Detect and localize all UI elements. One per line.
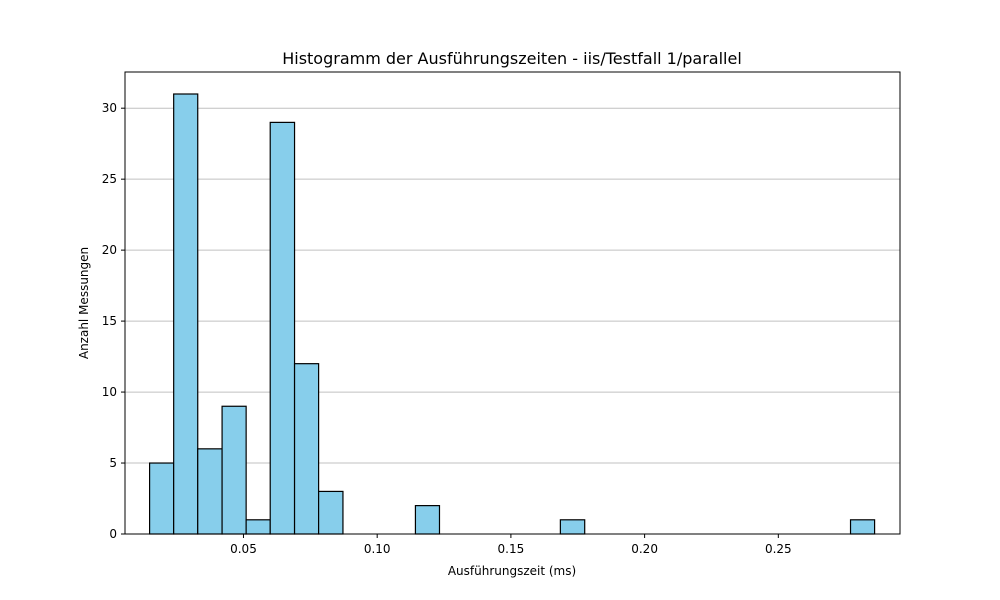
y-tick-label: 5 — [109, 456, 117, 470]
x-axis-label: Ausführungszeit (ms) — [448, 564, 576, 578]
x-axis-ticks: 0.05 0.10 0.15 0.20 0.25 — [230, 534, 792, 556]
y-tick-label: 20 — [102, 243, 117, 257]
x-tick-label: 0.05 — [230, 542, 257, 556]
y-axis-label: Anzahl Messungen — [77, 247, 91, 359]
chart-title: Histogramm der Ausführungszeiten - iis/T… — [282, 49, 742, 68]
y-tick-label: 0 — [109, 527, 117, 541]
histogram-bar — [559, 519, 586, 535]
histogram-bar — [849, 519, 876, 535]
histogram-bar — [269, 121, 296, 535]
histogram-bar — [414, 505, 441, 535]
histogram-bar — [221, 405, 247, 535]
x-tick-label: 0.15 — [498, 542, 525, 556]
y-axis-ticks: 0 5 10 15 20 25 30 — [102, 101, 125, 541]
plot-frame — [124, 71, 901, 535]
histogram-bar — [318, 490, 344, 535]
y-tick-label: 15 — [102, 314, 117, 328]
histogram-bar — [245, 519, 271, 535]
histogram-bar — [173, 93, 199, 535]
histogram-bar — [293, 363, 320, 535]
y-tick-label: 30 — [102, 101, 117, 115]
histogram-bar — [149, 462, 175, 535]
x-tick-label: 0.10 — [364, 542, 391, 556]
histogram-bar — [197, 448, 223, 535]
y-tick-label: 25 — [102, 172, 117, 186]
x-tick-label: 0.20 — [631, 542, 658, 556]
x-tick-label: 0.25 — [765, 542, 792, 556]
y-tick-label: 10 — [102, 385, 117, 399]
